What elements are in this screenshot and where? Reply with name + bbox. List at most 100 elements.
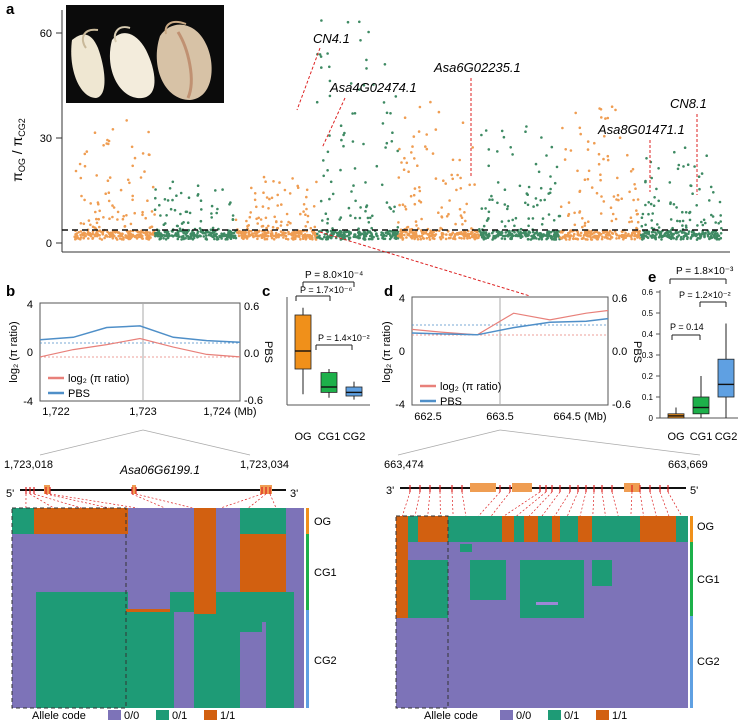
manhattan-point bbox=[553, 238, 556, 241]
manhattan-point bbox=[692, 231, 695, 234]
manhattan-point bbox=[708, 199, 711, 202]
manhattan-point bbox=[88, 219, 91, 222]
manhattan-point bbox=[696, 224, 699, 227]
manhattan-point bbox=[511, 219, 514, 222]
manhattan-point bbox=[532, 231, 535, 234]
manhattan-point bbox=[213, 231, 216, 234]
e-cat-og: OG bbox=[667, 431, 684, 443]
manhattan-point bbox=[158, 204, 161, 207]
manhattan-point bbox=[598, 153, 601, 156]
manhattan-point bbox=[80, 195, 83, 198]
manhattan-point bbox=[496, 202, 499, 205]
manhattan-point bbox=[688, 230, 691, 233]
manhattan-point bbox=[155, 233, 158, 236]
panel-b-label: b bbox=[6, 283, 15, 300]
panel-a-ylabel: πOG / πCG2 bbox=[9, 118, 27, 182]
manhattan-point bbox=[286, 224, 289, 227]
manhattan-point bbox=[289, 222, 292, 225]
manhattan-point bbox=[320, 66, 323, 69]
manhattan-point bbox=[689, 184, 692, 187]
manhattan-point bbox=[595, 231, 598, 234]
manhattan-point bbox=[453, 235, 456, 238]
manhattan-point bbox=[593, 142, 596, 145]
manhattan-point bbox=[653, 204, 656, 207]
manhattan-point bbox=[431, 231, 434, 234]
manhattan-point bbox=[435, 233, 438, 236]
manhattan-point bbox=[584, 224, 587, 227]
manhattan-point bbox=[413, 238, 416, 241]
manhattan-point bbox=[262, 205, 265, 208]
manhattan-point bbox=[134, 157, 137, 160]
manhattan-point bbox=[507, 205, 510, 208]
manhattan-point bbox=[296, 235, 299, 238]
manhattan-point bbox=[504, 238, 507, 241]
manhattan-point bbox=[181, 222, 184, 225]
manhattan-point bbox=[606, 237, 609, 240]
manhattan-point bbox=[238, 235, 241, 238]
manhattan-point bbox=[147, 234, 150, 237]
manhattan-point bbox=[532, 217, 535, 220]
manhattan-point bbox=[627, 233, 630, 236]
c-boxes bbox=[295, 308, 362, 400]
manhattan-point bbox=[114, 231, 117, 234]
manhattan-point bbox=[216, 208, 219, 211]
manhattan-point bbox=[661, 235, 664, 238]
manhattan-point bbox=[491, 232, 494, 235]
manhattan-point bbox=[303, 234, 306, 237]
manhattan-point bbox=[542, 217, 545, 220]
b-legend-pi: log₂ (π ratio) bbox=[68, 373, 129, 385]
manhattan-point bbox=[609, 230, 612, 233]
manhattan-point bbox=[75, 170, 78, 173]
manhattan-point bbox=[641, 238, 644, 241]
manhattan-point bbox=[350, 190, 353, 193]
manhattan-point bbox=[587, 140, 590, 143]
manhattan-point bbox=[234, 235, 237, 238]
manhattan-point bbox=[527, 231, 530, 234]
manhattan-point bbox=[459, 177, 462, 180]
manhattan-point bbox=[417, 238, 420, 241]
manhattan-point bbox=[540, 232, 543, 235]
manhattan-point bbox=[286, 213, 289, 216]
manhattan-point bbox=[536, 204, 539, 207]
manhattan-point bbox=[524, 202, 527, 205]
manhattan-point bbox=[127, 232, 130, 235]
manhattan-point bbox=[328, 66, 331, 69]
manhattan-point bbox=[702, 232, 705, 235]
manhattan-point bbox=[241, 231, 244, 234]
manhattan-point bbox=[504, 203, 507, 206]
manhattan-point bbox=[165, 238, 168, 241]
ylabel-sub-og: OG bbox=[17, 158, 27, 172]
gene-right-3p: 3' bbox=[386, 485, 394, 497]
manhattan-point bbox=[549, 192, 552, 195]
manhattan-point bbox=[354, 233, 357, 236]
manhattan-point bbox=[376, 165, 379, 168]
manhattan-point bbox=[549, 188, 552, 191]
manhattan-point bbox=[442, 236, 445, 239]
manhattan-point bbox=[143, 170, 146, 173]
manhattan-point bbox=[310, 227, 313, 230]
manhattan-point bbox=[74, 238, 77, 241]
b-ylabel-right: PBS bbox=[262, 341, 274, 363]
manhattan-point bbox=[631, 220, 634, 223]
manhattan-point bbox=[375, 234, 378, 237]
manhattan-point bbox=[165, 231, 168, 234]
manhattan-point bbox=[124, 225, 127, 228]
manhattan-point bbox=[515, 217, 518, 220]
manhattan-point bbox=[611, 220, 614, 223]
manhattan-point bbox=[349, 231, 352, 234]
manhattan-point bbox=[675, 238, 678, 241]
manhattan-point bbox=[200, 199, 203, 202]
manhattan-point bbox=[459, 231, 462, 234]
manhattan-point bbox=[539, 235, 542, 238]
manhattan-point bbox=[359, 217, 362, 220]
manhattan-point bbox=[284, 189, 287, 192]
manhattan-point bbox=[354, 167, 357, 170]
manhattan-point bbox=[280, 203, 283, 206]
manhattan-point bbox=[151, 233, 154, 236]
manhattan-point bbox=[641, 225, 644, 228]
manhattan-point bbox=[667, 230, 670, 233]
manhattan-point bbox=[276, 204, 279, 207]
manhattan-point bbox=[184, 237, 187, 240]
manhattan-point bbox=[84, 232, 87, 235]
manhattan-point bbox=[447, 213, 450, 216]
